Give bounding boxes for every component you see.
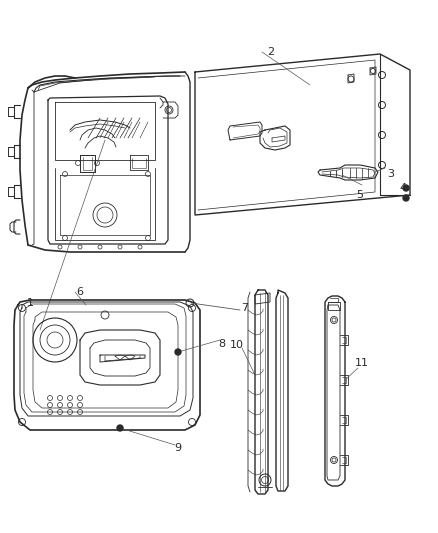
Text: 5: 5: [357, 190, 364, 200]
Circle shape: [403, 195, 409, 201]
Circle shape: [403, 185, 409, 191]
Text: 4: 4: [399, 183, 406, 193]
Text: 10: 10: [230, 340, 244, 350]
Text: 6: 6: [77, 287, 84, 297]
Text: 8: 8: [219, 339, 226, 349]
Text: 1: 1: [27, 298, 33, 308]
Text: 2: 2: [268, 47, 275, 57]
Text: 7: 7: [241, 303, 248, 313]
Text: 9: 9: [174, 443, 182, 453]
Text: 11: 11: [355, 358, 369, 368]
Circle shape: [117, 425, 123, 431]
Circle shape: [175, 349, 181, 355]
Text: 3: 3: [388, 169, 395, 179]
